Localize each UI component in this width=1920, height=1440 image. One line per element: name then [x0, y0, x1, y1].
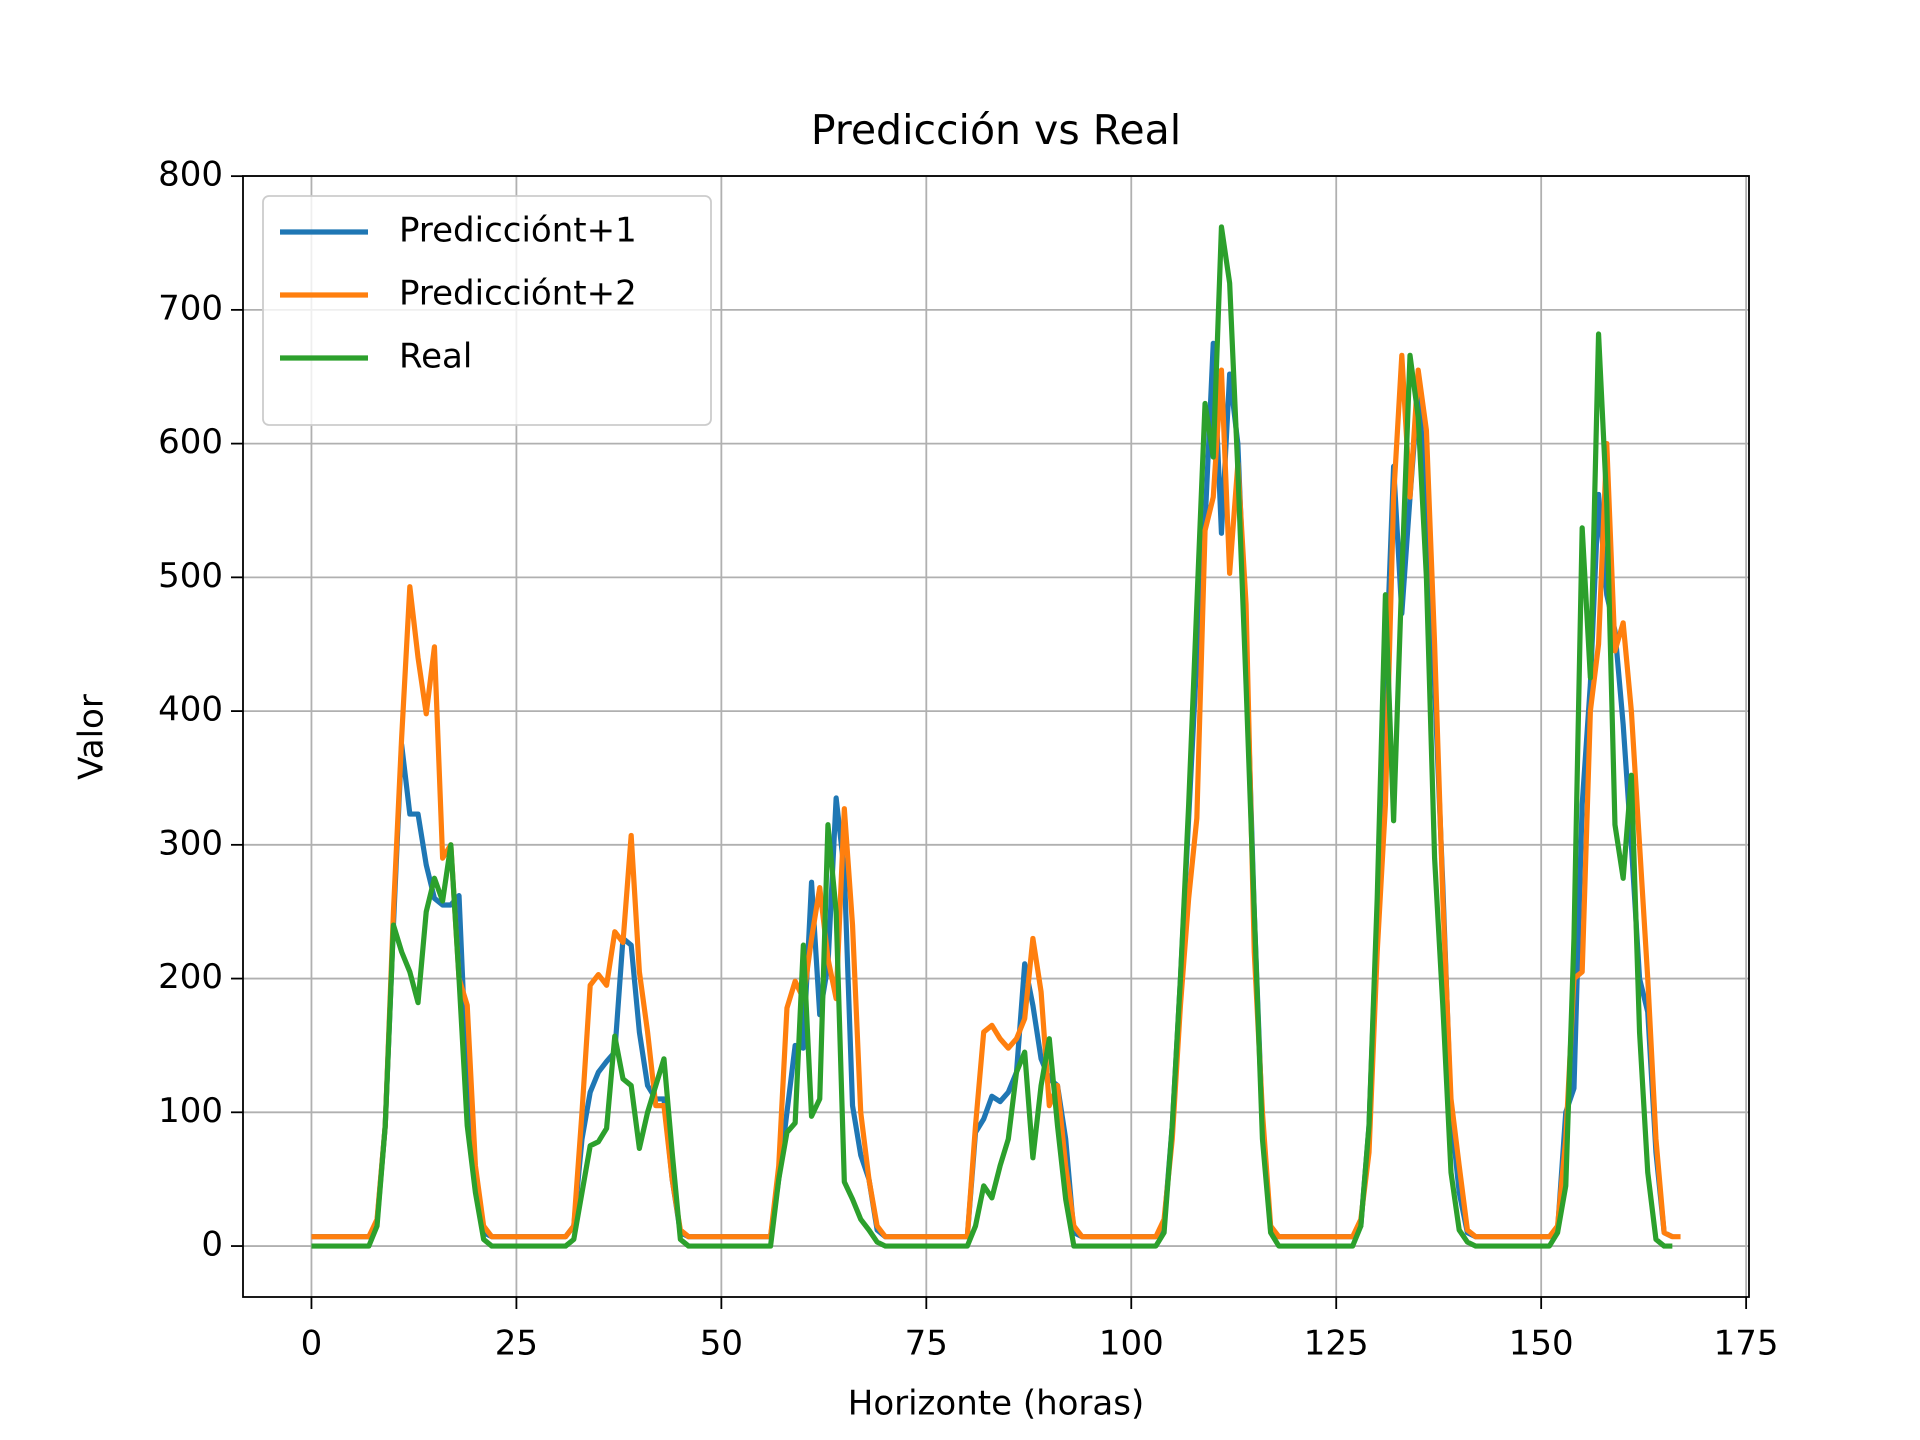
y-tick-label: 100	[158, 1091, 223, 1131]
x-tick-label: 50	[700, 1324, 743, 1364]
lines	[311, 224, 1681, 1249]
y-tick-label: 200	[158, 957, 223, 997]
chart-title: Predicción vs Real	[811, 106, 1181, 154]
x-tick-label: 100	[1099, 1324, 1164, 1364]
series-line	[311, 352, 1681, 1240]
x-axis-label: Horizonte (horas)	[848, 1384, 1144, 1424]
x-tick-label: 25	[495, 1324, 538, 1364]
x-tick-label: 75	[905, 1324, 948, 1364]
y-tick-label: 500	[158, 556, 223, 596]
x-tick-label: 150	[1509, 1324, 1574, 1364]
y-tick-label: 300	[158, 823, 223, 863]
x-tick-label: 125	[1304, 1324, 1369, 1364]
legend-box	[262, 195, 712, 426]
y-tick-label: 700	[158, 288, 223, 328]
x-tick-label: 175	[1714, 1324, 1779, 1364]
y-tick-label: 0	[201, 1225, 223, 1265]
ticks: 0 25 50 75 100 125 150 175 0 100 200 300 400 500 600 70…	[158, 155, 1778, 1364]
legend-label: Predicciónt+2	[399, 274, 637, 314]
legend: Predicciónt+1 Predicciónt+2 Real	[262, 195, 712, 426]
x-tick-label: 0	[301, 1324, 323, 1364]
legend-label: Real	[399, 337, 472, 377]
series-line	[311, 224, 1673, 1249]
y-tick-label: 600	[158, 422, 223, 462]
legend-label: Predicciónt+1	[399, 211, 637, 251]
y-tick-label: 800	[158, 155, 223, 195]
axes-frame	[242, 175, 1750, 1298]
y-tick-label: 400	[158, 690, 223, 730]
y-axis-label: Valor	[72, 694, 112, 780]
